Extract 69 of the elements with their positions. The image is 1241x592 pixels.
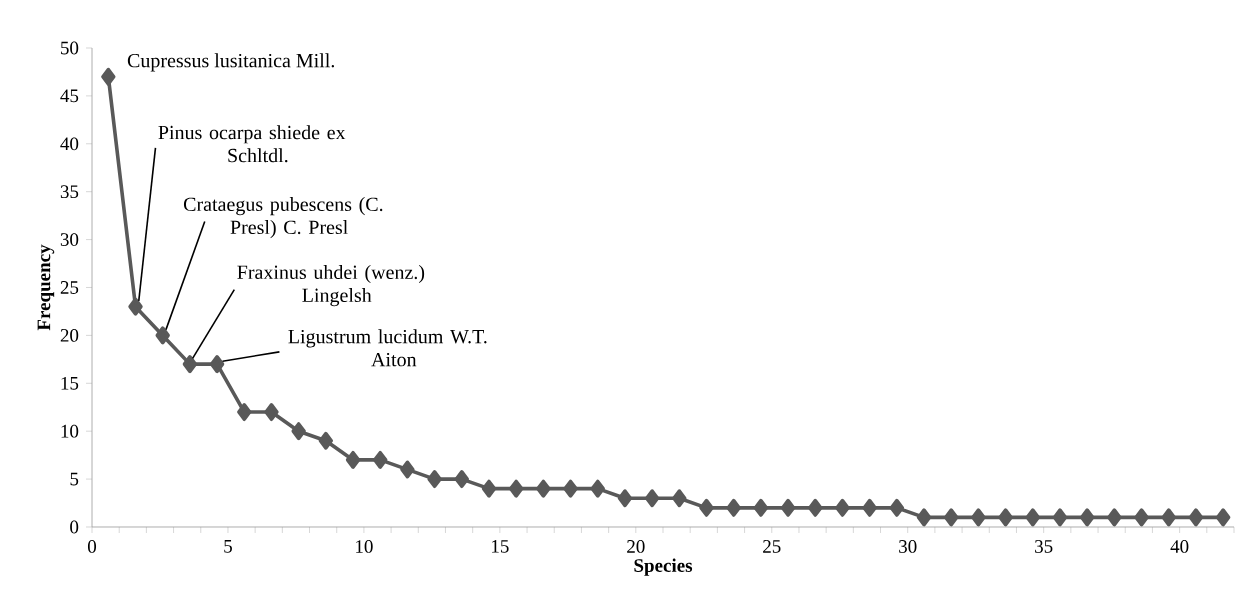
- y-tick-label: 10: [61, 424, 79, 438]
- y-tick-label: 15: [61, 376, 79, 390]
- point: [373, 450, 388, 469]
- point: [128, 297, 143, 316]
- y-tick-label: 0: [70, 520, 79, 534]
- point: [1134, 508, 1149, 527]
- y-tick-label: 40: [60, 137, 79, 151]
- point: [1107, 508, 1122, 527]
- annotation: Crataegus pubescens (C. Presl) C. Presl: [183, 196, 383, 239]
- point: [237, 403, 252, 422]
- annotation: Ligustrum lucidum W.T. Aiton: [288, 329, 487, 367]
- x-tick-label: 0: [87, 540, 97, 553]
- point: [1079, 508, 1095, 527]
- annotation: Cupressus lusitanica Mill.: [127, 53, 335, 72]
- point: [345, 450, 361, 469]
- y-tick-label: 45: [60, 89, 79, 103]
- point: [699, 498, 714, 517]
- x-tick-label: 35: [1035, 540, 1053, 553]
- y-tick-label: 20: [60, 328, 79, 342]
- x-tick-label: 25: [763, 540, 781, 553]
- point: [644, 489, 660, 508]
- y-tick-label: 50: [61, 41, 79, 55]
- point: [182, 355, 198, 374]
- y-tick-label: 5: [70, 472, 79, 486]
- point: [835, 498, 850, 517]
- x-tick-label: 5: [224, 540, 232, 553]
- point: [862, 498, 877, 517]
- point: [1188, 508, 1204, 527]
- point: [1025, 508, 1040, 527]
- point: [291, 422, 306, 441]
- x-tick-label: 20: [627, 540, 645, 553]
- point: [427, 470, 442, 489]
- y-tick-label: 30: [60, 233, 79, 246]
- point: [916, 508, 932, 527]
- point: [753, 498, 769, 517]
- point: [1052, 508, 1068, 527]
- y-axis-title: Frequency: [37, 244, 55, 331]
- x-axis-title: Species: [634, 558, 693, 576]
- point: [454, 470, 469, 489]
- point: [726, 498, 741, 517]
- point: [1161, 508, 1176, 527]
- point: [563, 479, 578, 498]
- point: [209, 355, 225, 374]
- point: [1215, 508, 1231, 527]
- point: [808, 498, 823, 517]
- x-tick-label: 30: [899, 540, 917, 553]
- x-tick-label: 15: [492, 540, 509, 553]
- y-tick-label: 25: [60, 281, 79, 294]
- point: [889, 498, 905, 517]
- point: [508, 479, 524, 498]
- point: [998, 508, 1013, 527]
- y-tick-label: 35: [60, 185, 79, 199]
- point: [672, 489, 687, 508]
- point: [264, 403, 279, 422]
- annotation: Fraxinus uhdei (wenz.) Lingelsh: [237, 264, 425, 307]
- point: [971, 508, 986, 527]
- point: [944, 508, 959, 527]
- point: [155, 326, 170, 345]
- annotation: Pinus ocarpa shiede ex Schltdl.: [158, 125, 346, 163]
- point: [780, 498, 796, 517]
- point: [590, 479, 605, 498]
- x-tick-label: 10: [356, 540, 373, 553]
- x-tick-label: 40: [1170, 540, 1189, 553]
- point: [481, 479, 497, 498]
- point: [617, 489, 633, 508]
- point: [101, 67, 116, 86]
- point: [400, 460, 415, 479]
- point: [318, 431, 334, 450]
- point: [536, 479, 551, 498]
